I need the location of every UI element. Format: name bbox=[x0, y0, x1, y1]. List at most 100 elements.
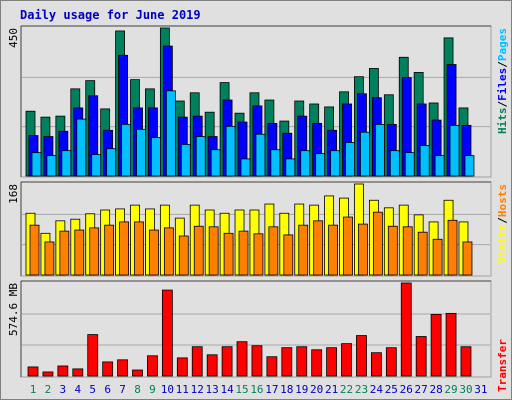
bar bbox=[225, 125, 236, 177]
bar bbox=[46, 155, 57, 177]
bar bbox=[315, 153, 326, 177]
bar bbox=[343, 216, 353, 276]
bar bbox=[61, 150, 72, 177]
bar bbox=[147, 355, 158, 377]
y-tick-label: 450 bbox=[7, 28, 20, 48]
bar bbox=[251, 345, 263, 377]
bar bbox=[106, 148, 117, 177]
legend-text: Transfer bbox=[496, 339, 509, 392]
x-tick-label: 7 bbox=[119, 383, 126, 396]
bar bbox=[330, 150, 341, 177]
x-tick-label: 9 bbox=[149, 383, 156, 396]
bar bbox=[404, 152, 415, 177]
x-tick-label: 24 bbox=[370, 383, 384, 396]
x-tick-label: 26 bbox=[400, 383, 413, 396]
bar bbox=[136, 128, 146, 177]
legend-text: Hits/Files/Pages bbox=[496, 28, 509, 134]
legend: Transfer bbox=[496, 339, 509, 392]
legend-entry: Hosts bbox=[496, 184, 509, 217]
x-tick-label: 2 bbox=[45, 383, 52, 396]
bar bbox=[76, 118, 87, 177]
x-tick-label: 16 bbox=[250, 383, 263, 396]
bar bbox=[91, 154, 102, 177]
bar bbox=[298, 224, 309, 276]
bar bbox=[372, 211, 383, 276]
legend-separator: / bbox=[496, 61, 509, 68]
x-tick-label: 20 bbox=[310, 383, 323, 396]
bar bbox=[191, 346, 203, 377]
bar bbox=[27, 366, 39, 377]
chart-title: Daily usage for June 2019 bbox=[20, 8, 201, 22]
bar bbox=[208, 226, 219, 276]
bar bbox=[300, 150, 311, 177]
bar bbox=[296, 346, 308, 377]
bar bbox=[464, 155, 475, 177]
bar bbox=[447, 219, 458, 276]
bar bbox=[345, 142, 355, 177]
x-tick-label: 22 bbox=[340, 383, 353, 396]
bar bbox=[387, 225, 398, 276]
y-tick: 450 bbox=[7, 28, 20, 48]
bar bbox=[285, 158, 296, 177]
x-tick-label: 30 bbox=[459, 383, 472, 396]
bar bbox=[385, 347, 397, 377]
bar bbox=[253, 233, 264, 276]
y-tick-label: 168 bbox=[7, 184, 20, 204]
legend: Hits/Files/Pages bbox=[496, 28, 509, 134]
bar bbox=[134, 221, 144, 276]
bar bbox=[255, 133, 266, 177]
bar bbox=[236, 341, 248, 377]
bar bbox=[195, 136, 206, 177]
bar bbox=[430, 313, 442, 377]
bar bbox=[178, 235, 189, 276]
bar bbox=[121, 123, 131, 177]
bar bbox=[161, 289, 173, 377]
bar bbox=[370, 352, 382, 377]
x-tick-label: 10 bbox=[161, 383, 174, 396]
x-tick-label: 29 bbox=[444, 383, 457, 396]
bar bbox=[149, 229, 159, 276]
x-tick-label: 18 bbox=[280, 383, 293, 396]
bar bbox=[326, 347, 338, 377]
legend-entry: Transfer bbox=[496, 339, 509, 392]
bar bbox=[283, 234, 294, 276]
bar bbox=[180, 144, 191, 177]
bar bbox=[462, 241, 473, 276]
bar bbox=[449, 124, 460, 177]
legend-text: Visits/Hosts bbox=[496, 184, 509, 264]
bar bbox=[268, 226, 279, 276]
x-tick-label: 27 bbox=[415, 383, 428, 396]
x-tick-label: 25 bbox=[385, 383, 398, 396]
bar bbox=[311, 349, 323, 377]
x-tick-label: 5 bbox=[89, 383, 96, 396]
bar bbox=[132, 369, 143, 377]
bar bbox=[72, 368, 84, 377]
bar bbox=[44, 241, 55, 276]
x-tick-label: 1 bbox=[30, 383, 37, 396]
bar bbox=[206, 354, 218, 377]
bar bbox=[119, 221, 129, 276]
bar bbox=[221, 346, 233, 377]
bar bbox=[266, 356, 278, 377]
y-tick: 574.6 MB bbox=[7, 283, 20, 336]
bar bbox=[240, 158, 251, 177]
x-tick-label: 17 bbox=[265, 383, 278, 396]
bar bbox=[460, 346, 472, 377]
x-tick-label: 21 bbox=[325, 383, 338, 396]
bar bbox=[402, 226, 413, 276]
x-tick-label: 6 bbox=[104, 383, 111, 396]
x-tick-label: 28 bbox=[429, 383, 442, 396]
bar bbox=[29, 224, 40, 276]
bar bbox=[419, 145, 430, 177]
bar bbox=[434, 155, 445, 177]
bar bbox=[87, 334, 99, 377]
x-tick-label: 14 bbox=[220, 383, 234, 396]
bar bbox=[74, 229, 85, 276]
x-tick-label: 4 bbox=[74, 383, 81, 396]
bar bbox=[374, 123, 385, 177]
x-tick-label: 15 bbox=[235, 383, 248, 396]
legend-entry: Hits bbox=[496, 108, 509, 135]
bar bbox=[313, 220, 324, 276]
